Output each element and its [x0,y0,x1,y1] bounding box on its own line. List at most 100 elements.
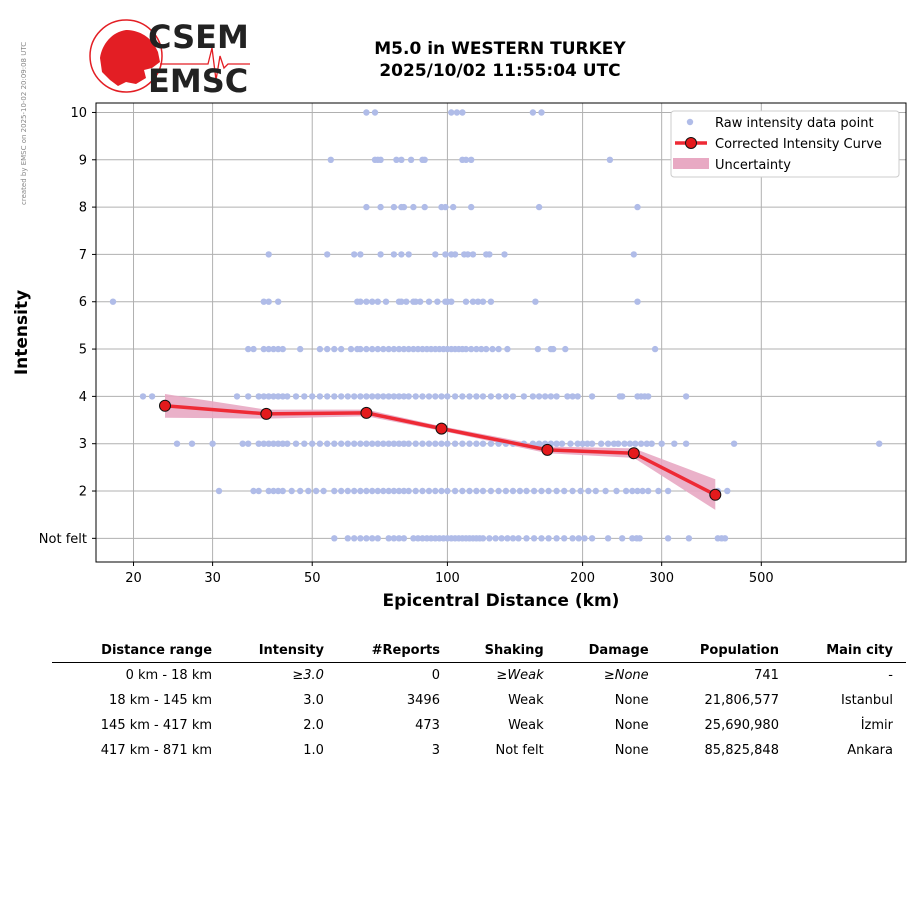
raw-data-point [558,440,566,447]
raw-data-point [632,440,639,447]
x-tick-label: 20 [125,571,142,586]
raw-data-point [380,393,387,400]
raw-data-point [173,440,181,447]
raw-data-point [629,535,636,542]
raw-data-point [658,440,665,447]
raw-data-point [682,393,690,400]
raw-data-point [279,393,286,400]
raw-data-point [487,440,495,447]
raw-data-point [414,345,422,353]
raw-data-point [417,298,424,305]
raw-data-point [459,440,466,447]
raw-data-point [553,487,560,495]
raw-data-point [405,487,412,495]
x-tick-label: 500 [749,571,774,586]
raw-data-point [724,487,731,495]
raw-data-point [682,440,690,447]
logo-text-emsc: EMSC [148,62,248,98]
raw-data-point [664,487,672,495]
raw-data-point [419,487,426,495]
raw-data-point [405,251,412,258]
raw-data-point [562,345,569,353]
raw-data-point [288,487,295,495]
curve-marker [709,488,722,501]
table-row: 145 km - 417 km 2.0 473 Weak None 25,690… [52,713,906,738]
raw-data-point [459,393,466,400]
raw-data-point [538,487,545,495]
raw-data-point [398,298,405,305]
raw-data-point [569,535,576,542]
raw-data-point [363,440,370,447]
raw-data-point [509,535,517,542]
table-row: 417 km - 871 km 1.0 3 Not felt None 85,8… [52,738,906,763]
raw-data-point [585,487,592,495]
raw-data-point [473,393,480,400]
raw-data-point [492,535,499,542]
raw-data-point [395,535,403,542]
raw-data-point [664,535,672,542]
raw-data-point [245,345,252,353]
raw-data-point [390,203,398,211]
raw-data-point [529,109,537,116]
raw-data-point [284,440,291,447]
raw-data-point [407,156,415,163]
raw-data-point [284,393,291,400]
raw-data-point [579,440,586,447]
raw-data-point [671,440,678,447]
raw-data-point [412,440,419,447]
raw-data-point [369,345,376,353]
raw-data-point [523,487,530,495]
raw-data-point [584,440,591,447]
raw-data-point [351,440,358,447]
raw-data-point [516,487,524,495]
raw-data-point [385,393,392,400]
raw-data-point [421,156,428,163]
raw-data-point [385,345,392,353]
raw-data-point [615,440,622,447]
raw-data-point [486,251,493,258]
raw-data-point [634,487,641,495]
raw-data-point [148,393,156,400]
raw-data-point [279,440,286,447]
cell-damage: None [614,693,649,708]
raw-data-point [466,393,473,400]
raw-data-point [613,487,620,495]
legend-uncertainty-swatch [673,158,709,169]
raw-data-point [400,393,408,400]
raw-data-point [380,487,387,495]
raw-data-point [425,393,433,400]
raw-data-point [630,251,637,258]
raw-data-point [534,345,542,353]
raw-data-point [509,393,517,400]
raw-data-point [473,440,480,447]
raw-data-point [369,298,376,305]
raw-data-point [357,487,364,495]
raw-data-point [412,487,419,495]
cell-reports: 0 [431,668,440,683]
raw-data-point [403,298,410,305]
cell-city: İzmir [860,718,893,733]
table-header-row: Distance range Intensity #Reports Shakin… [52,640,906,663]
curve-marker [435,422,448,435]
cell-population: 741 [754,668,779,683]
cell-population: 25,690,980 [704,718,779,733]
raw-data-point [444,393,451,400]
raw-data-point [619,393,626,400]
raw-data-point [502,487,510,495]
raw-data-point [301,393,308,400]
raw-data-point [495,393,502,400]
logo-seismogram [160,47,250,81]
raw-data-point [297,345,304,353]
raw-data-point [377,251,384,258]
raw-data-point [390,345,398,353]
raw-data-point [245,393,252,400]
raw-data-point [357,251,364,258]
raw-data-point [473,487,480,495]
raw-data-point [312,487,320,495]
raw-data-point [331,393,338,400]
x-tick-label: 300 [649,571,674,586]
raw-data-point [530,487,538,495]
raw-data-point [421,203,428,211]
raw-data-point [369,487,376,495]
raw-data-point [255,393,262,400]
